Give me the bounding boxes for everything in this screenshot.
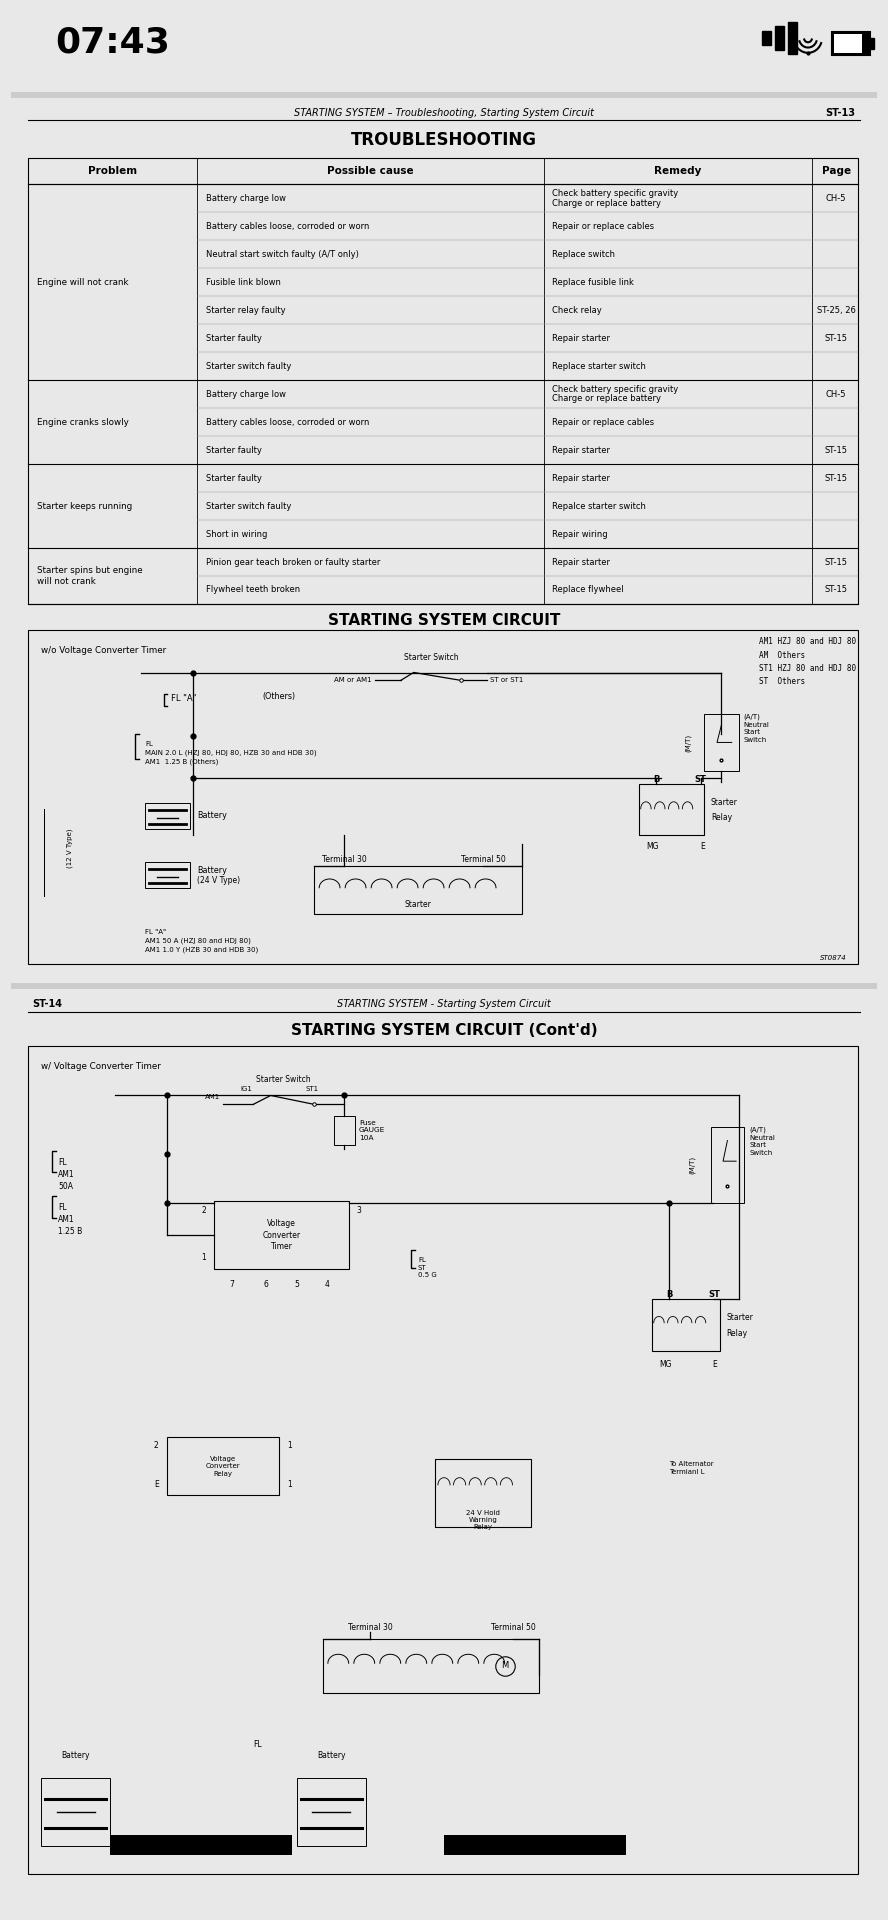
Text: ST-15: ST-15 bbox=[825, 334, 848, 344]
Text: Starter spins but engine
will not crank: Starter spins but engine will not crank bbox=[36, 566, 142, 586]
Text: Terminal 30: Terminal 30 bbox=[348, 1622, 392, 1632]
Text: 4: 4 bbox=[324, 1281, 329, 1290]
Text: Remedy: Remedy bbox=[654, 167, 702, 177]
Text: w/o Voltage Converter Timer: w/o Voltage Converter Timer bbox=[41, 647, 166, 655]
Text: Repair wiring: Repair wiring bbox=[552, 530, 608, 538]
Text: 1: 1 bbox=[288, 1480, 292, 1488]
Text: w/ Voltage Converter Timer: w/ Voltage Converter Timer bbox=[41, 1062, 161, 1071]
Text: ST-13: ST-13 bbox=[826, 108, 856, 117]
Text: (A/T)
Neutral
Start
Switch: (A/T) Neutral Start Switch bbox=[743, 714, 769, 743]
Text: 7: 7 bbox=[229, 1281, 234, 1290]
Text: Short in wiring: Short in wiring bbox=[206, 530, 267, 538]
Text: Starter relay faulty: Starter relay faulty bbox=[206, 305, 285, 315]
Text: Starter switch faulty: Starter switch faulty bbox=[206, 361, 291, 371]
Text: Check relay: Check relay bbox=[552, 305, 602, 315]
Text: FL
AM1
50A: FL AM1 50A bbox=[59, 1158, 75, 1190]
Text: CH-5: CH-5 bbox=[826, 194, 846, 204]
Text: MG: MG bbox=[646, 843, 658, 851]
Text: Battery: Battery bbox=[317, 1751, 345, 1761]
Text: Starter Switch: Starter Switch bbox=[404, 653, 458, 662]
Text: Relay: Relay bbox=[711, 812, 732, 822]
Text: ST or ST1: ST or ST1 bbox=[490, 678, 523, 684]
Text: STARTING SYSTEM CIRCUIT: STARTING SYSTEM CIRCUIT bbox=[328, 612, 560, 628]
Text: Voltage
Converter
Relay: Voltage Converter Relay bbox=[206, 1455, 241, 1476]
Bar bbox=[870, 38, 874, 48]
Bar bbox=[110, 1836, 292, 1855]
Text: Replace fusible link: Replace fusible link bbox=[552, 278, 634, 286]
Text: Charge or replace battery: Charge or replace battery bbox=[552, 200, 662, 207]
Text: Engine will not crank: Engine will not crank bbox=[36, 278, 128, 286]
Text: Starter: Starter bbox=[405, 900, 432, 908]
Text: 5: 5 bbox=[294, 1281, 299, 1290]
Text: Page: Page bbox=[821, 167, 851, 177]
Bar bbox=[322, 1640, 539, 1693]
Text: AM1: AM1 bbox=[205, 1094, 220, 1100]
Text: ST-14: ST-14 bbox=[32, 998, 62, 1010]
Text: 2: 2 bbox=[202, 1206, 206, 1215]
Text: 2: 2 bbox=[154, 1442, 159, 1450]
Text: FL
AM1
1.25 B: FL AM1 1.25 B bbox=[59, 1204, 83, 1236]
Bar bbox=[41, 1778, 110, 1845]
Text: Repair starter: Repair starter bbox=[552, 474, 610, 482]
Bar bbox=[297, 1778, 366, 1845]
Text: FL "A"
AM1 50 A (HZJ 80 and HDJ 80)
AM1 1.0 Y (HZB 30 and HDB 30): FL "A" AM1 50 A (HZJ 80 and HDJ 80) AM1 … bbox=[145, 929, 258, 954]
Bar bbox=[11, 92, 877, 98]
Bar bbox=[334, 1116, 354, 1144]
Text: Starter keeps running: Starter keeps running bbox=[36, 501, 132, 511]
Text: Fuse
GAUGE
10A: Fuse GAUGE 10A bbox=[359, 1119, 385, 1140]
Text: Fusible link blown: Fusible link blown bbox=[206, 278, 281, 286]
Text: MG: MG bbox=[659, 1361, 671, 1369]
Text: FL
MAIN 2.0 L (HZJ 80, HDJ 80, HZB 30 and HDB 30)
AM1  1.25 B (Others): FL MAIN 2.0 L (HZJ 80, HDJ 80, HZB 30 an… bbox=[145, 741, 317, 766]
Text: Repair starter: Repair starter bbox=[552, 334, 610, 344]
Text: Starter faulty: Starter faulty bbox=[206, 445, 262, 455]
Text: Replace starter switch: Replace starter switch bbox=[552, 361, 646, 371]
Bar bbox=[762, 31, 771, 46]
Bar bbox=[28, 157, 859, 605]
Text: Replace switch: Replace switch bbox=[552, 250, 615, 259]
Text: ST: ST bbox=[694, 776, 707, 783]
Text: 1: 1 bbox=[288, 1442, 292, 1450]
Bar bbox=[145, 803, 190, 829]
Text: Charge or replace battery: Charge or replace battery bbox=[552, 394, 662, 403]
Text: Relay: Relay bbox=[726, 1329, 748, 1338]
Text: Neutral start switch faulty (A/T only): Neutral start switch faulty (A/T only) bbox=[206, 250, 359, 259]
Text: AM or AM1: AM or AM1 bbox=[335, 678, 372, 684]
Text: Pinion gear teach broken or faulty starter: Pinion gear teach broken or faulty start… bbox=[206, 557, 380, 566]
Text: Terminal 50: Terminal 50 bbox=[491, 1622, 535, 1632]
Text: ST-15: ST-15 bbox=[825, 586, 848, 595]
Text: 6: 6 bbox=[264, 1281, 269, 1290]
Text: Repalce starter switch: Repalce starter switch bbox=[552, 501, 646, 511]
Text: ST-15: ST-15 bbox=[825, 445, 848, 455]
Bar bbox=[11, 983, 877, 989]
Text: M: M bbox=[501, 1661, 508, 1670]
Text: Check battery specific gravity: Check battery specific gravity bbox=[552, 190, 678, 198]
Text: Battery cables loose, corroded or worn: Battery cables loose, corroded or worn bbox=[206, 419, 369, 426]
Text: E: E bbox=[154, 1480, 159, 1488]
Bar bbox=[28, 630, 859, 964]
Bar bbox=[214, 1202, 349, 1269]
Text: Starter: Starter bbox=[711, 797, 738, 806]
Text: Terminal 30: Terminal 30 bbox=[322, 854, 367, 864]
Text: CH-5: CH-5 bbox=[826, 390, 846, 399]
Text: FL: FL bbox=[253, 1740, 262, 1749]
Text: Repair starter: Repair starter bbox=[552, 557, 610, 566]
Text: FL
ST
0.5 G: FL ST 0.5 G bbox=[418, 1258, 437, 1279]
Text: TROUBLESHOOTING: TROUBLESHOOTING bbox=[351, 131, 537, 150]
Text: Battery charge low: Battery charge low bbox=[206, 194, 286, 204]
Text: IG1: IG1 bbox=[241, 1085, 252, 1092]
Text: STARTING SYSTEM – Troubleshooting, Starting System Circuit: STARTING SYSTEM – Troubleshooting, Start… bbox=[294, 108, 594, 117]
Text: Starter Switch: Starter Switch bbox=[257, 1075, 311, 1083]
Bar bbox=[44, 808, 45, 897]
Text: ST-15: ST-15 bbox=[825, 557, 848, 566]
Text: ST-15: ST-15 bbox=[825, 474, 848, 482]
Text: Engine cranks slowly: Engine cranks slowly bbox=[36, 419, 129, 426]
Bar bbox=[704, 714, 739, 772]
Text: Battery: Battery bbox=[197, 812, 226, 820]
Text: ST-25, 26: ST-25, 26 bbox=[817, 305, 856, 315]
Text: (12 V Type): (12 V Type) bbox=[67, 829, 73, 868]
Bar bbox=[145, 862, 190, 887]
Text: 07:43: 07:43 bbox=[55, 25, 170, 60]
Bar bbox=[444, 1836, 626, 1855]
Text: STARTING SYSTEM - Starting System Circuit: STARTING SYSTEM - Starting System Circui… bbox=[337, 998, 551, 1010]
Text: Repair or replace cables: Repair or replace cables bbox=[552, 223, 654, 230]
